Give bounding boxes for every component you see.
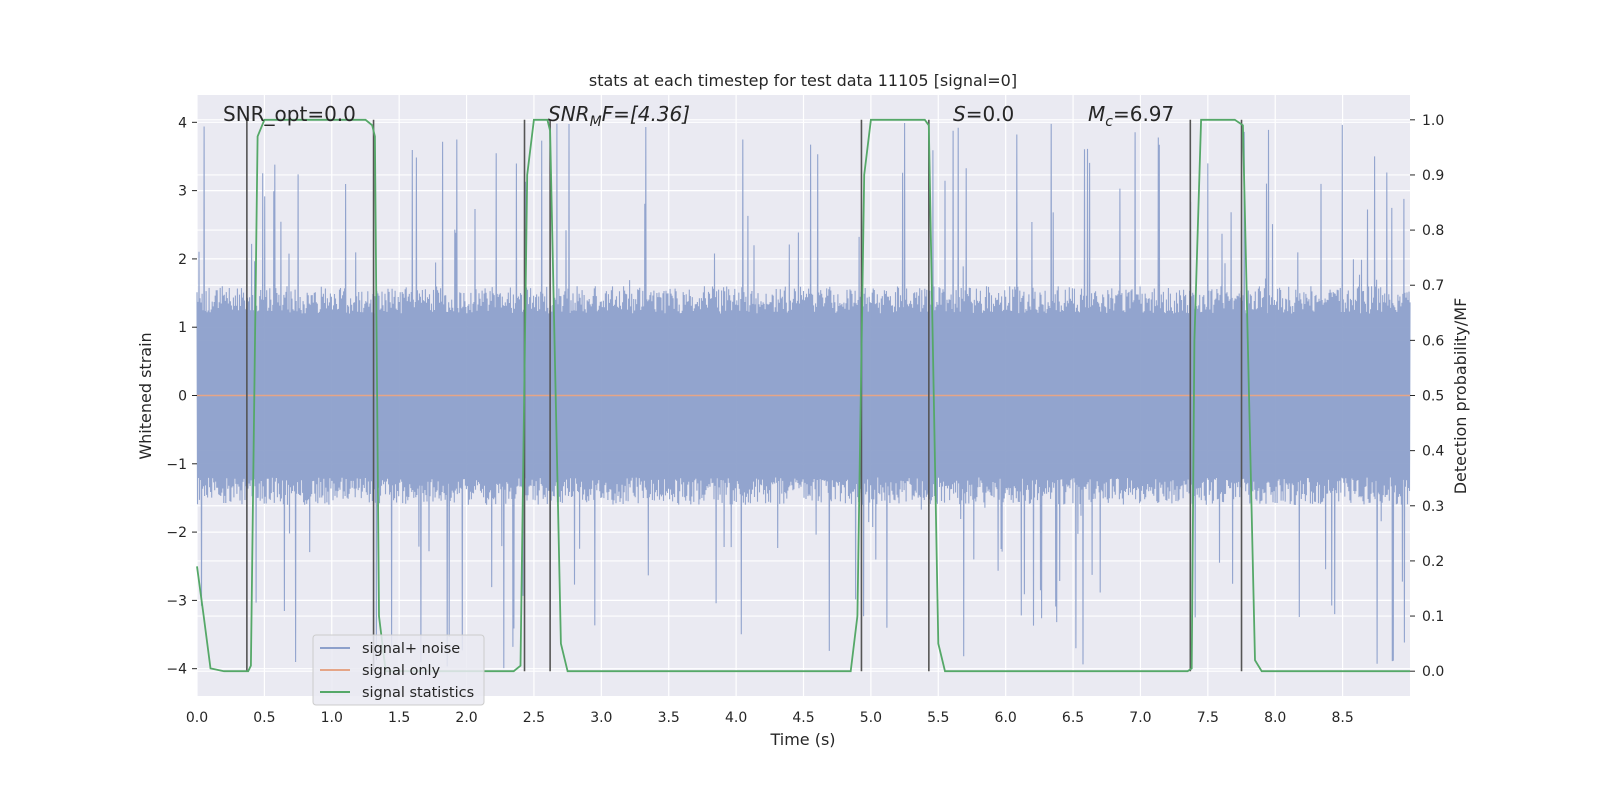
x-axis-ticks: 0.0 0.5 1.0 1.5 2.0 2.5 3.0 3.5 4.0 4.5 5.0 5.5 6.0 6… (186, 710, 1354, 726)
y-right-tick-label: 0.8 (1422, 223, 1444, 239)
y-left-tick-label: 3 (178, 184, 187, 200)
annotation-mc: Mc=6.97 (1088, 102, 1174, 130)
annotation-mc-main: M (1088, 102, 1105, 126)
x-tick-label: 3.0 (590, 710, 612, 726)
y-right-tick-label: 0.0 (1422, 664, 1444, 680)
annotation-s-rest: =0.0 (966, 102, 1015, 126)
legend-label-stats: signal statistics (362, 685, 474, 701)
x-tick-label: 0.5 (253, 710, 275, 726)
x-tick-label: 8.0 (1264, 710, 1286, 726)
y-axis-label-left: Whitened strain (136, 332, 155, 459)
x-tick-label: 3.5 (658, 710, 680, 726)
y-left-tick-label: −2 (166, 525, 187, 541)
x-tick-label: 4.0 (725, 710, 747, 726)
x-tick-label: 7.5 (1197, 710, 1219, 726)
y-axis-label-right: Detection probability/MF (1451, 298, 1470, 495)
legend-label-signal: signal only (362, 663, 441, 679)
x-tick-label: 4.5 (792, 710, 814, 726)
y-right-tick-label: 0.2 (1422, 554, 1444, 570)
x-tick-label: 7.0 (1129, 710, 1151, 726)
y-right-tick-label: 0.3 (1422, 499, 1444, 515)
annotation-s-main: S (953, 102, 966, 126)
y-left-tick-label: 4 (178, 115, 187, 131)
y-left-tick-label: 0 (178, 389, 187, 405)
signal-noise-series (196, 122, 1411, 669)
x-tick-label: 5.0 (860, 710, 882, 726)
annotation-s: S=0.0 (953, 102, 1014, 126)
annotation-snr-mf: SNRMF=[4.36] (548, 102, 690, 130)
annotation-mc-rest: =6.97 (1113, 102, 1174, 126)
y-right-axis-ticks: 0.0 0.1 0.2 0.3 0.4 0.5 0.6 0.7 0.8 0.9 1.0 (1410, 113, 1444, 680)
x-tick-label: 1.5 (388, 710, 410, 726)
x-tick-label: 6.0 (995, 710, 1017, 726)
y-left-axis-ticks: −4 −3 −2 −1 0 1 2 3 4 (166, 115, 197, 678)
x-axis-label: Time (s) (769, 730, 835, 749)
chart-title: stats at each timestep for test data 111… (589, 71, 1017, 90)
y-right-tick-label: 1.0 (1422, 113, 1444, 129)
x-tick-label: 1.0 (321, 710, 343, 726)
x-tick-label: 8.5 (1331, 710, 1353, 726)
y-left-tick-label: 2 (178, 252, 187, 268)
annotation-snr-opt: SNR_opt=0.0 (223, 102, 356, 126)
y-right-tick-label: 0.6 (1422, 333, 1444, 349)
y-right-tick-label: 0.5 (1422, 389, 1444, 405)
y-right-tick-label: 0.4 (1422, 444, 1444, 460)
annotation-snr-mf-sub: M (590, 114, 602, 130)
legend: signal+ noise signal only signal statist… (312, 634, 485, 706)
annotation-mc-sub: c (1105, 114, 1113, 130)
x-tick-label: 2.0 (455, 710, 477, 726)
legend-box (312, 634, 485, 706)
x-tick-label: 0.0 (186, 710, 208, 726)
y-right-tick-label: 0.7 (1422, 278, 1444, 294)
annotation-snr-mf-main: SNR (548, 102, 590, 126)
y-right-tick-label: 0.9 (1422, 168, 1444, 184)
signal-statistics-series (196, 118, 1410, 673)
x-tick-label: 5.5 (927, 710, 949, 726)
annotation-snr-mf-rest: F=[4.36] (602, 102, 690, 126)
legend-label-noise: signal+ noise (362, 641, 460, 657)
y-left-tick-label: −1 (166, 457, 187, 473)
x-tick-label: 2.5 (523, 710, 545, 726)
y-left-tick-label: −4 (166, 662, 187, 678)
signal-noise-trace (196, 122, 1411, 669)
y-left-tick-label: 1 (178, 320, 187, 336)
y-left-tick-label: −3 (166, 593, 187, 609)
y-right-tick-label: 0.1 (1422, 609, 1444, 625)
x-tick-label: 6.5 (1062, 710, 1084, 726)
